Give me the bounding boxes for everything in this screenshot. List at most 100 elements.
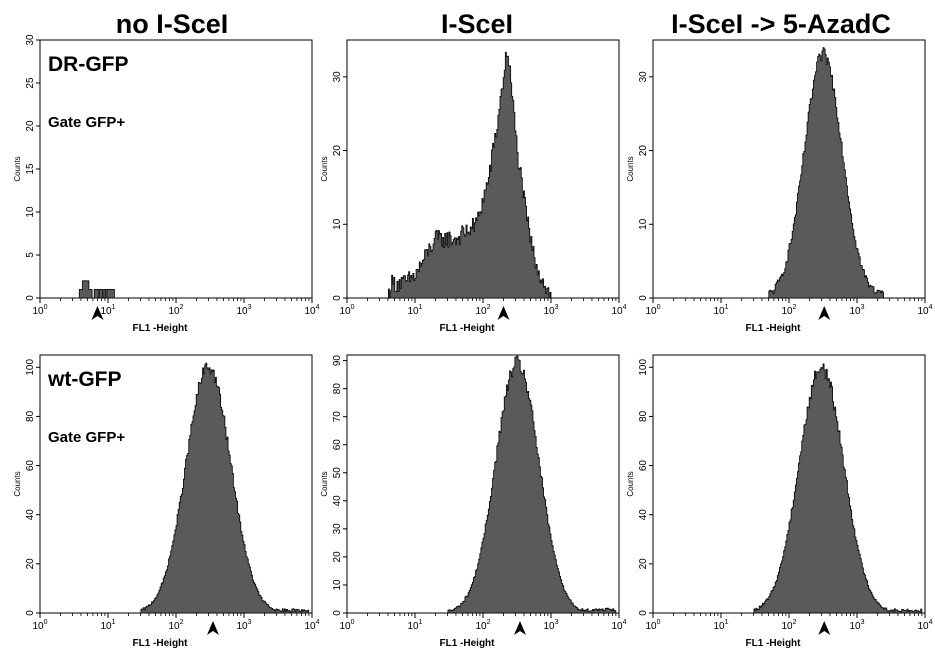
y-tick-label: 30: [638, 71, 649, 83]
histogram-panel: 0 5 10 15 20 25 30 100 101 102 103 104 FL1 -Height Co…: [13, 34, 320, 334]
y-tick-label: 20: [332, 145, 343, 157]
x-axis-label: FL1 -Height: [440, 638, 496, 649]
histogram-area: [40, 280, 312, 299]
y-tick-label: 30: [332, 523, 343, 535]
y-tick-label: 30: [25, 34, 36, 46]
y-tick-label: 90: [332, 355, 343, 367]
y-axis-label: Counts: [320, 156, 329, 181]
y-tick-label: 0: [25, 610, 36, 616]
y-tick-label: 0: [638, 295, 649, 301]
mean-arrow-icon: [91, 306, 104, 320]
y-tick-label: 0: [638, 610, 649, 616]
y-tick-label: 80: [638, 410, 649, 422]
x-tick-label: 103: [543, 619, 558, 632]
y-tick-label: 20: [638, 145, 649, 157]
plot-frame: [39, 354, 313, 614]
y-tick-label: 20: [25, 120, 36, 132]
x-tick-label: 104: [611, 619, 626, 632]
y-tick-label: 40: [638, 509, 649, 521]
y-tick-label: 10: [25, 206, 36, 218]
y-tick-label: 60: [25, 460, 36, 472]
histogram-area: [347, 51, 619, 299]
x-tick-label: 101: [407, 304, 422, 317]
y-axis-label: Counts: [13, 156, 22, 181]
x-tick-label: 104: [304, 304, 319, 317]
y-axis-label: Counts: [626, 471, 635, 496]
y-tick-label: 100: [638, 359, 649, 376]
y-tick-label: 20: [332, 551, 343, 563]
x-tick-label: 102: [781, 619, 796, 632]
x-axis-label: FL1 -Height: [746, 638, 802, 649]
x-tick-label: 101: [713, 304, 728, 317]
histogram-area: [40, 362, 312, 614]
y-tick-label: 40: [25, 509, 36, 521]
y-axis-label: Counts: [13, 471, 22, 496]
x-tick-label: 100: [339, 619, 354, 632]
y-tick-label: 30: [332, 71, 343, 83]
x-tick-label: 104: [917, 304, 932, 317]
x-tick-label: 103: [236, 304, 251, 317]
column-title-no-iscei: no I-SceI: [116, 9, 229, 39]
x-tick-label: 100: [32, 304, 47, 317]
y-tick-label: 10: [332, 218, 343, 230]
mean-arrow-icon: [497, 306, 510, 320]
y-tick-label: 60: [332, 439, 343, 451]
histogram-panel: 0 10 20 30 100 101 102 103 104 FL1 -Height Counts: [320, 39, 627, 334]
x-tick-label: 101: [100, 304, 115, 317]
mean-arrow-icon: [818, 621, 831, 635]
x-tick-label: 100: [645, 304, 660, 317]
column-title-iscei: I-SceI: [441, 9, 513, 39]
x-tick-label: 102: [168, 619, 183, 632]
x-tick-label: 103: [849, 619, 864, 632]
y-tick-label: 70: [332, 411, 343, 423]
y-tick-label: 50: [332, 467, 343, 479]
x-tick-label: 103: [849, 304, 864, 317]
y-axis-label: Counts: [320, 471, 329, 496]
y-tick-label: 0: [332, 610, 343, 616]
x-tick-label: 102: [475, 304, 490, 317]
x-tick-label: 104: [611, 304, 626, 317]
histogram-panel: 0 10 20 30 100 101 102 103 104 FL1 -Height Counts: [626, 39, 933, 334]
histogram-area: [653, 363, 925, 614]
x-axis-label: FL1 -Height: [133, 323, 189, 334]
y-tick-label: 20: [638, 558, 649, 570]
histogram-panel: 0 10 20 30 40 50 60 70 80 90 100 101 102 103 104 FL1 -H…: [320, 354, 627, 649]
y-tick-label: 100: [25, 359, 36, 376]
column-title-iscei-azadc: I-SceI -> 5-AzadC: [671, 9, 891, 39]
x-tick-label: 102: [781, 304, 796, 317]
y-tick-label: 15: [25, 163, 36, 175]
y-tick-label: 10: [332, 579, 343, 591]
y-tick-label: 0: [25, 295, 36, 301]
x-axis-label: FL1 -Height: [746, 323, 802, 334]
y-axis-label: Counts: [626, 156, 635, 181]
x-tick-label: 102: [475, 619, 490, 632]
panel-label: wt-GFP: [47, 368, 122, 391]
x-tick-label: 101: [407, 619, 422, 632]
y-tick-label: 0: [332, 295, 343, 301]
x-tick-label: 100: [32, 619, 47, 632]
plot-frame: [39, 39, 313, 299]
y-tick-label: 40: [332, 495, 343, 507]
mean-arrow-icon: [206, 621, 219, 635]
x-tick-label: 103: [543, 304, 558, 317]
x-tick-label: 101: [100, 619, 115, 632]
x-axis-label: FL1 -Height: [133, 638, 189, 649]
mean-arrow-icon: [513, 621, 526, 635]
y-tick-label: 5: [25, 252, 36, 258]
gate-label: Gate GFP+: [48, 429, 125, 446]
gate-label: Gate GFP+: [48, 114, 125, 131]
panel-label: DR-GFP: [48, 53, 129, 76]
y-tick-label: 80: [332, 383, 343, 395]
x-axis-label: FL1 -Height: [440, 323, 496, 334]
histogram-panel: 0 20 40 60 80 100 100 101 102 103 104 FL1 -Height Co…: [626, 354, 933, 649]
y-tick-label: 10: [638, 218, 649, 230]
y-tick-label: 60: [638, 460, 649, 472]
x-tick-label: 104: [304, 619, 319, 632]
mean-arrow-icon: [818, 306, 831, 320]
x-tick-label: 100: [645, 619, 660, 632]
x-tick-label: 104: [917, 619, 932, 632]
x-tick-label: 102: [168, 304, 183, 317]
x-tick-label: 101: [713, 619, 728, 632]
